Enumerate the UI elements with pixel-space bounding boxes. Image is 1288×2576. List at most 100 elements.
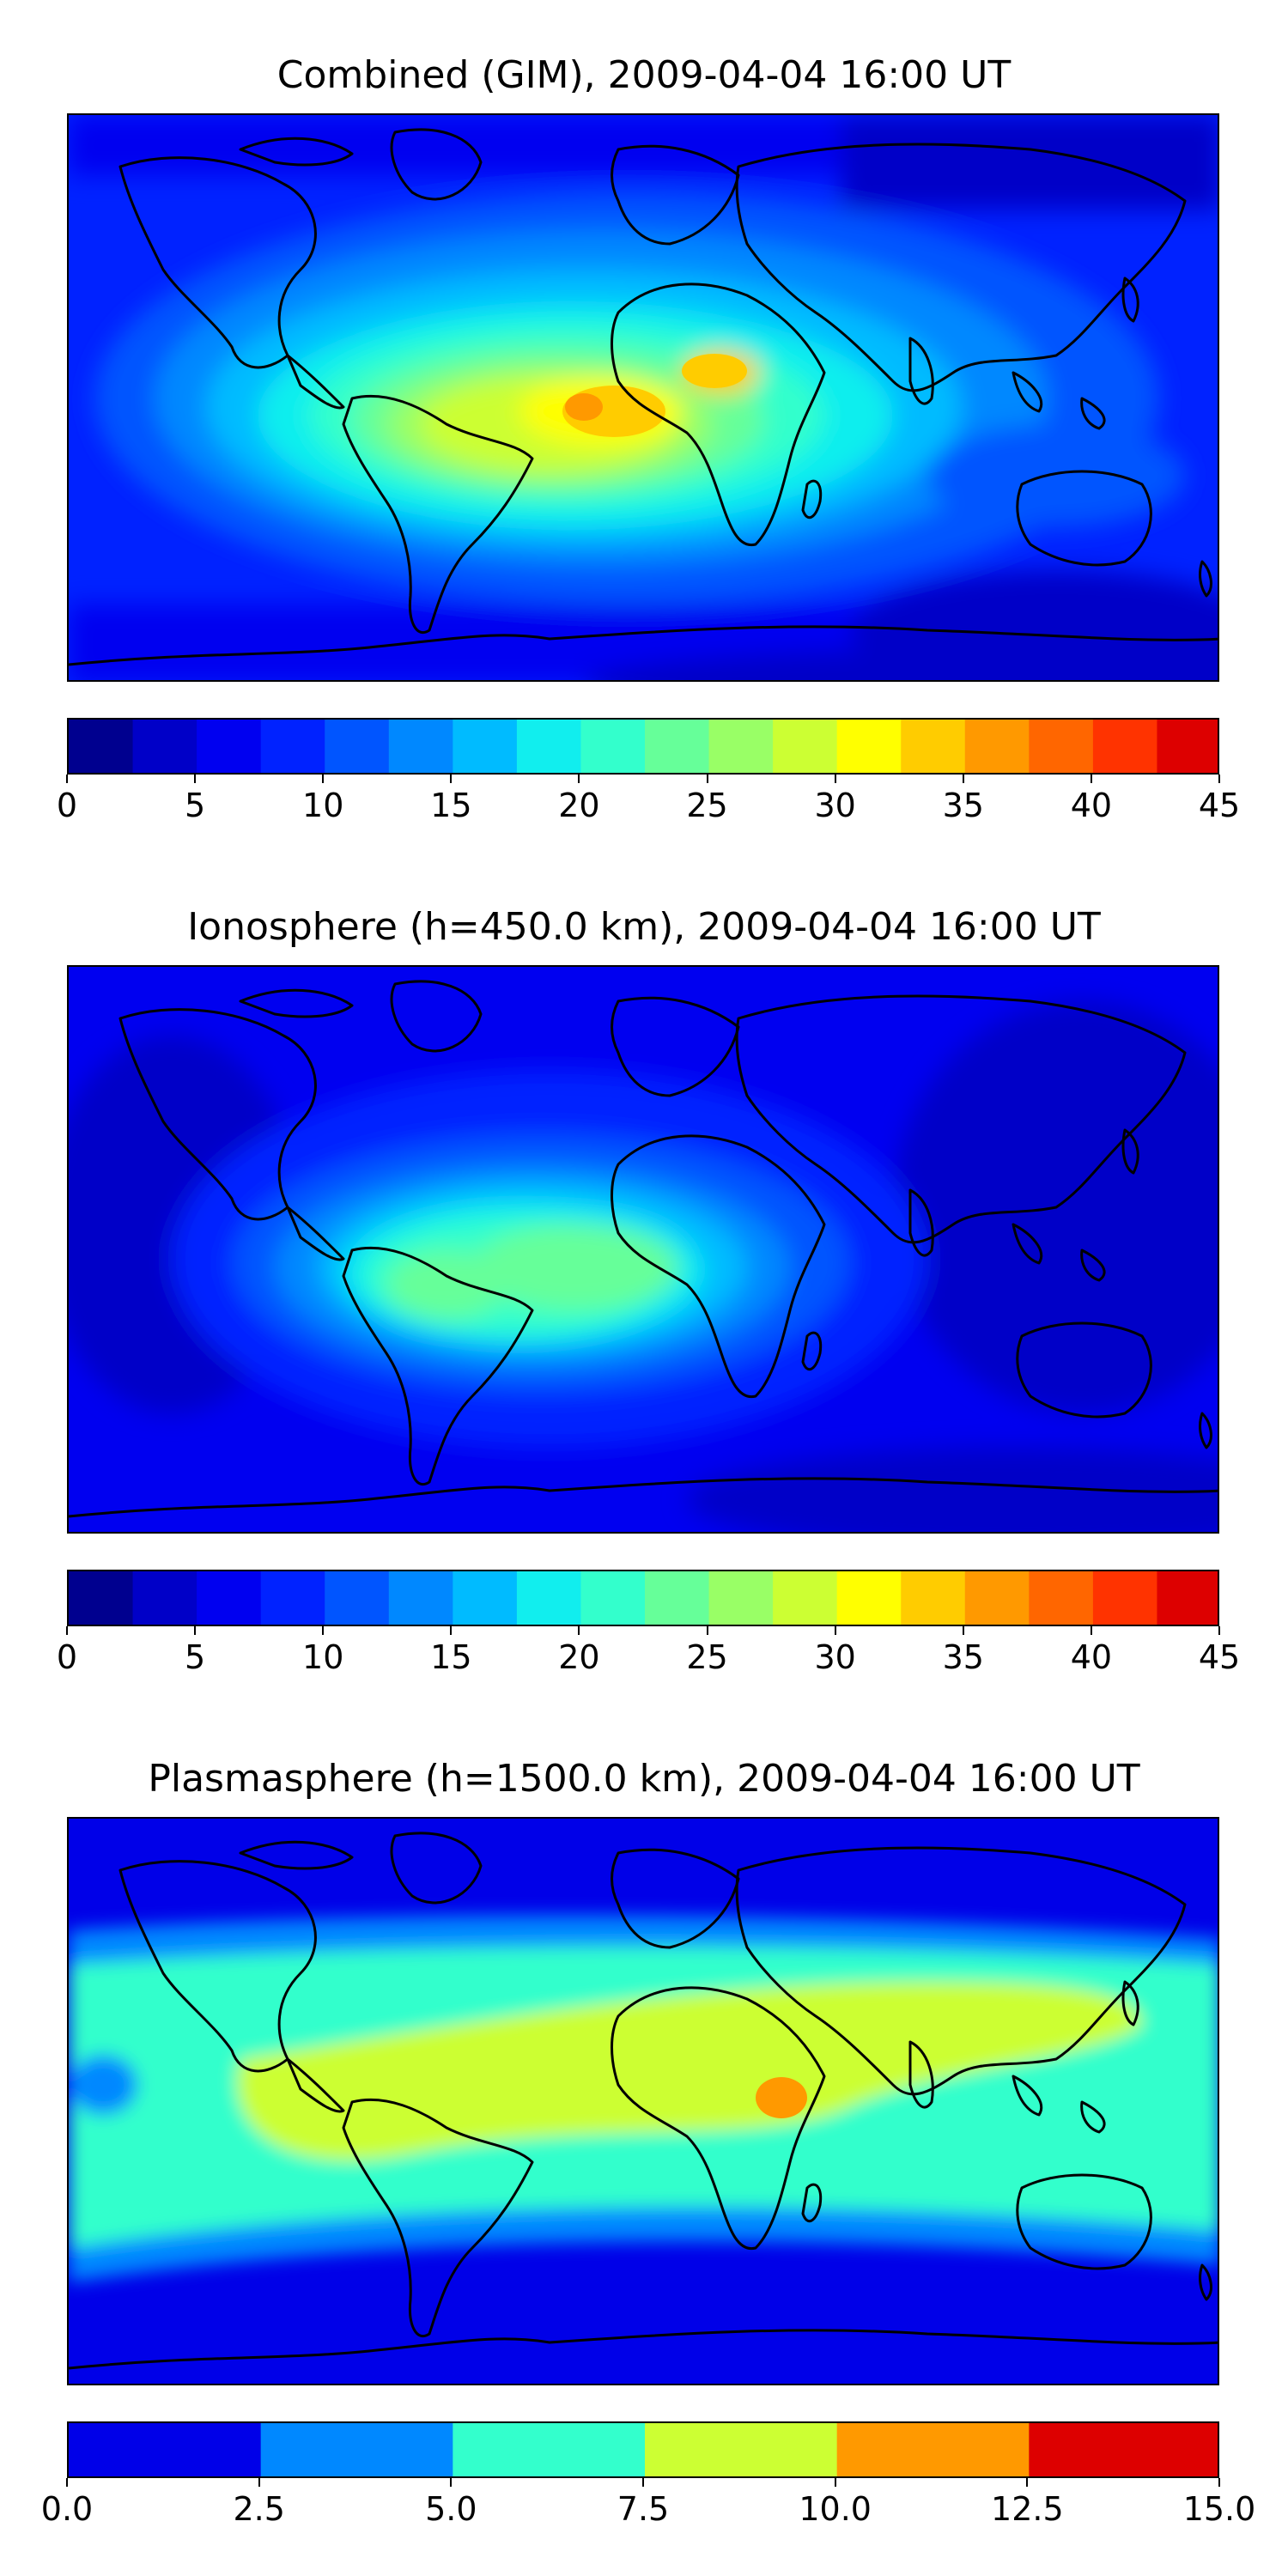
colorbar-tick-label: 7.5	[617, 2490, 670, 2528]
colorbar-band	[516, 1571, 581, 1625]
colorbar-band	[516, 720, 581, 773]
colorbar-tick-mark	[1090, 775, 1092, 783]
colorbar-tick-label: 20	[558, 787, 600, 824]
contour-band	[927, 424, 1185, 527]
panel-1-heatmap	[69, 115, 1218, 680]
panel-3-colorbar	[67, 2421, 1219, 2478]
colorbar-band	[453, 1571, 518, 1625]
contour-band	[386, 1250, 507, 1319]
colorbar-tick-mark	[66, 775, 68, 783]
colorbar-band	[1029, 1571, 1094, 1625]
colorbar-tick-label: 25	[686, 1638, 728, 1676]
colorbar-band	[773, 1571, 838, 1625]
panel-1-colorbar-ticks: 0 5 10 15 20 25 30 35 40 45	[57, 775, 1240, 826]
colorbar-band	[964, 720, 1030, 773]
colorbar-band	[260, 1571, 325, 1625]
colorbar-band	[1029, 720, 1094, 773]
colorbar-tick-mark	[1090, 1626, 1092, 1635]
colorbar-band	[453, 2423, 646, 2476]
colorbar-band	[964, 1571, 1030, 1625]
colorbar-tick-label: 5	[185, 787, 206, 824]
colorbar-tick-mark	[258, 2478, 260, 2487]
colorbar-band	[1157, 1571, 1218, 1625]
contour-band	[682, 354, 747, 388]
colorbar-band	[708, 720, 774, 773]
colorbar-band	[645, 1571, 710, 1625]
colorbar-tick-mark	[834, 1626, 836, 1635]
colorbar-tick-label: 15	[430, 787, 472, 824]
colorbar-band	[388, 1571, 453, 1625]
colorbar-tick-label: 20	[558, 1638, 600, 1676]
colorbar-band	[1157, 720, 1218, 773]
colorbar-tick-label: 10.0	[799, 2490, 872, 2528]
colorbar-band	[645, 2423, 838, 2476]
colorbar-tick-label: 30	[814, 787, 856, 824]
colorbar-tick-label: 5	[185, 1638, 206, 1676]
colorbar-tick-mark	[322, 775, 325, 783]
colorbar-tick-label: 0.0	[40, 2490, 94, 2528]
colorbar-band	[836, 2423, 1030, 2476]
colorbar-band	[132, 1571, 197, 1625]
colorbar-tick-mark	[1218, 775, 1220, 783]
colorbar-band	[453, 720, 518, 773]
colorbar-band	[325, 720, 390, 773]
panel-3-peak-mark	[756, 2077, 807, 2118]
colorbar-band	[901, 720, 966, 773]
colorbar-band	[388, 720, 453, 773]
panel-3-colorbar-bands	[69, 2423, 1218, 2476]
colorbar-tick-mark	[578, 775, 580, 783]
panel-2-colorbar	[67, 1570, 1219, 1626]
panel-2-map	[67, 965, 1219, 1534]
colorbar-tick-mark	[1218, 2478, 1220, 2487]
colorbar-tick-label: 40	[1070, 787, 1113, 824]
contour-band	[69, 2055, 137, 2115]
colorbar-tick-mark	[706, 1626, 708, 1635]
colorbar-tick-label: 30	[814, 1638, 856, 1676]
colorbar-tick-mark	[1218, 1626, 1220, 1635]
panel-1-colorbar	[67, 718, 1219, 775]
colorbar-tick-mark	[706, 775, 708, 783]
colorbar-tick-mark	[66, 2478, 68, 2487]
colorbar-band	[836, 1571, 902, 1625]
colorbar-tick-mark	[834, 2478, 836, 2487]
colorbar-tick-label: 0	[56, 787, 78, 824]
panel-2-colorbar-bands	[69, 1571, 1218, 1625]
colorbar-tick-label: 10	[302, 787, 344, 824]
colorbar-band	[69, 720, 134, 773]
colorbar-tick-label: 12.5	[991, 2490, 1064, 2528]
colorbar-band	[708, 1571, 774, 1625]
panel-1-peak-mark	[565, 393, 603, 421]
colorbar-band	[197, 720, 262, 773]
colorbar-tick-mark	[450, 1626, 453, 1635]
colorbar-tick-label: 25	[686, 787, 728, 824]
panel-1-title: Combined (GIM), 2009-04-04 16:00 UT	[276, 53, 1012, 97]
colorbar-band	[1092, 720, 1157, 773]
panel-1-map	[67, 113, 1219, 682]
colorbar-tick-label: 2.5	[233, 2490, 285, 2528]
colorbar-band	[1092, 1571, 1157, 1625]
colorbar-band	[836, 720, 902, 773]
colorbar-tick-label: 0	[56, 1638, 78, 1676]
colorbar-tick-label: 35	[942, 787, 984, 824]
colorbar-band	[69, 2423, 262, 2476]
colorbar-band	[1029, 2423, 1218, 2476]
colorbar-tick-mark	[194, 1626, 197, 1635]
colorbar-band	[325, 1571, 390, 1625]
panel-2-title: Ionosphere (h=450.0 km), 2009-04-04 16:0…	[187, 905, 1101, 949]
colorbar-tick-label: 40	[1070, 1638, 1113, 1676]
panel-1-colorbar-bands	[69, 720, 1218, 773]
panel-3-title: Plasmasphere (h=1500.0 km), 2009-04-04 1…	[148, 1757, 1140, 1801]
colorbar-tick-label: 5.0	[425, 2490, 477, 2528]
contour-band	[584, 647, 1218, 680]
contour-band	[472, 1224, 678, 1310]
panel-2-colorbar-ticks: 0 5 10 15 20 25 30 35 40 45	[57, 1626, 1240, 1678]
colorbar-tick-mark	[194, 775, 197, 783]
panel-2-heatmap	[69, 967, 1218, 1532]
colorbar-tick-mark	[834, 775, 836, 783]
colorbar-tick-mark	[962, 775, 964, 783]
colorbar-band	[901, 1571, 966, 1625]
colorbar-band	[580, 720, 646, 773]
colorbar-tick-label: 45	[1198, 787, 1241, 824]
colorbar-tick-mark	[322, 1626, 325, 1635]
colorbar-band	[645, 720, 710, 773]
